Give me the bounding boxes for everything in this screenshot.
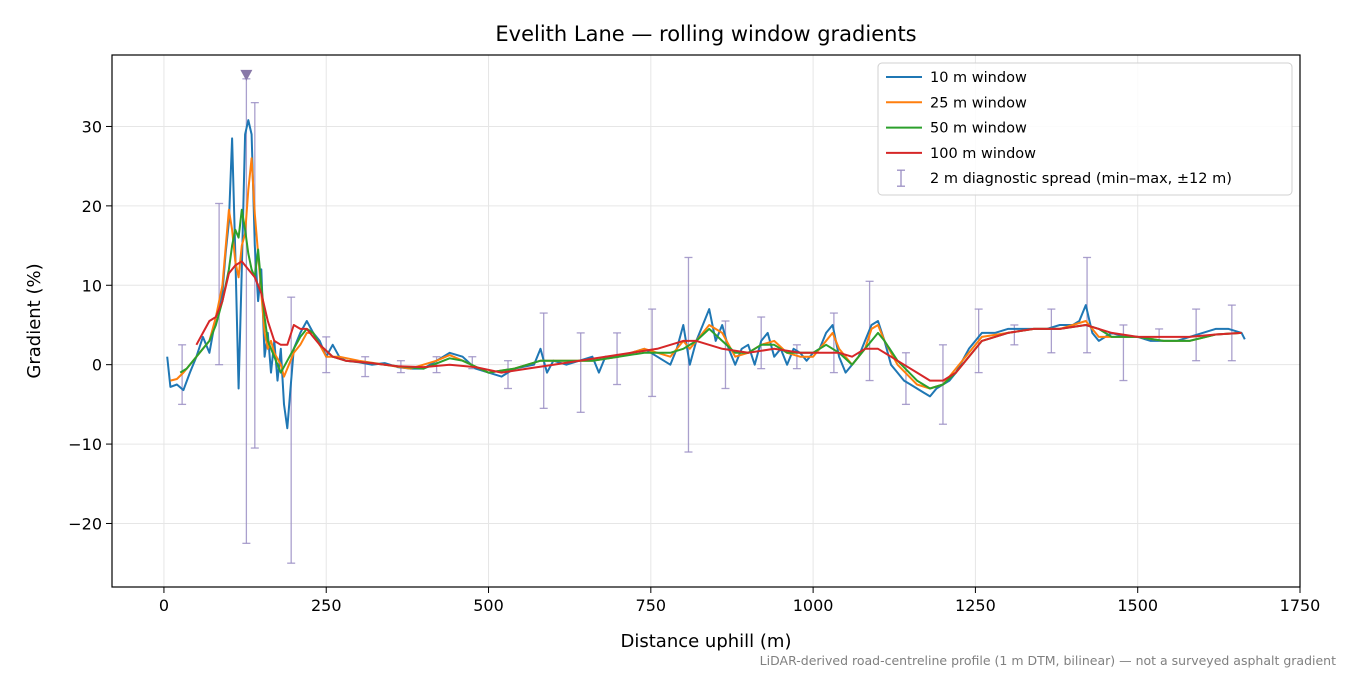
y-tick-label: 0	[92, 356, 102, 375]
legend: 10 m window 25 m window 50 m window 100 m w…	[877, 62, 1293, 196]
legend-label: 2 m diagnostic spread (min–max, ±12 m)	[930, 171, 1232, 187]
ticks: 0 250 500 750 1000 1250 1500 1750 −20 −10 0 10 20 30	[68, 117, 1320, 615]
plot-area	[166, 69, 1246, 564]
peak-marker	[240, 69, 253, 81]
x-axis-label: Distance uphill (m)	[621, 631, 792, 652]
x-tick-label: 1750	[1280, 596, 1321, 615]
errorbar	[613, 332, 622, 386]
chart-caption: LiDAR-derived road-centreline profile (1…	[760, 653, 1336, 668]
axes-frame	[111, 54, 1301, 588]
errorbar	[721, 320, 730, 390]
chart-title: Evelith Lane — rolling window gradients	[495, 22, 916, 46]
errorbar	[215, 202, 224, 366]
x-tick-label: 1000	[793, 596, 834, 615]
errorbar	[1083, 256, 1092, 354]
errorbar	[242, 78, 251, 544]
series-line-3	[179, 208, 1242, 390]
errorbar	[576, 332, 585, 413]
legend-label: 100 m window	[930, 146, 1036, 162]
y-tick-label: −20	[68, 514, 102, 533]
legend-label: 25 m window	[930, 95, 1027, 111]
errorbar	[829, 312, 838, 374]
x-tick-label: 1500	[1117, 596, 1158, 615]
errorbar	[287, 296, 296, 564]
errorbar	[901, 352, 910, 406]
legend-label: 50 m window	[930, 121, 1027, 137]
y-tick-label: 20	[82, 197, 102, 216]
x-tick-label: 500	[473, 596, 504, 615]
x-tick-label: 0	[159, 596, 169, 615]
x-tick-label: 1250	[955, 596, 996, 615]
y-tick-label: −10	[68, 435, 102, 454]
y-tick-label: 10	[82, 276, 102, 295]
errorbar	[432, 356, 441, 374]
errorbar	[504, 360, 512, 390]
y-tick-label: 30	[82, 117, 102, 136]
y-axis-label: Gradient (%)	[24, 263, 45, 378]
legend-label: 10 m window	[930, 70, 1027, 86]
legend-box	[877, 62, 1293, 196]
errorbar	[1047, 308, 1056, 354]
series-line-4	[195, 260, 1242, 382]
errorbar	[361, 356, 370, 378]
x-tick-label: 750	[636, 596, 667, 615]
x-tick-label: 250	[311, 596, 342, 615]
